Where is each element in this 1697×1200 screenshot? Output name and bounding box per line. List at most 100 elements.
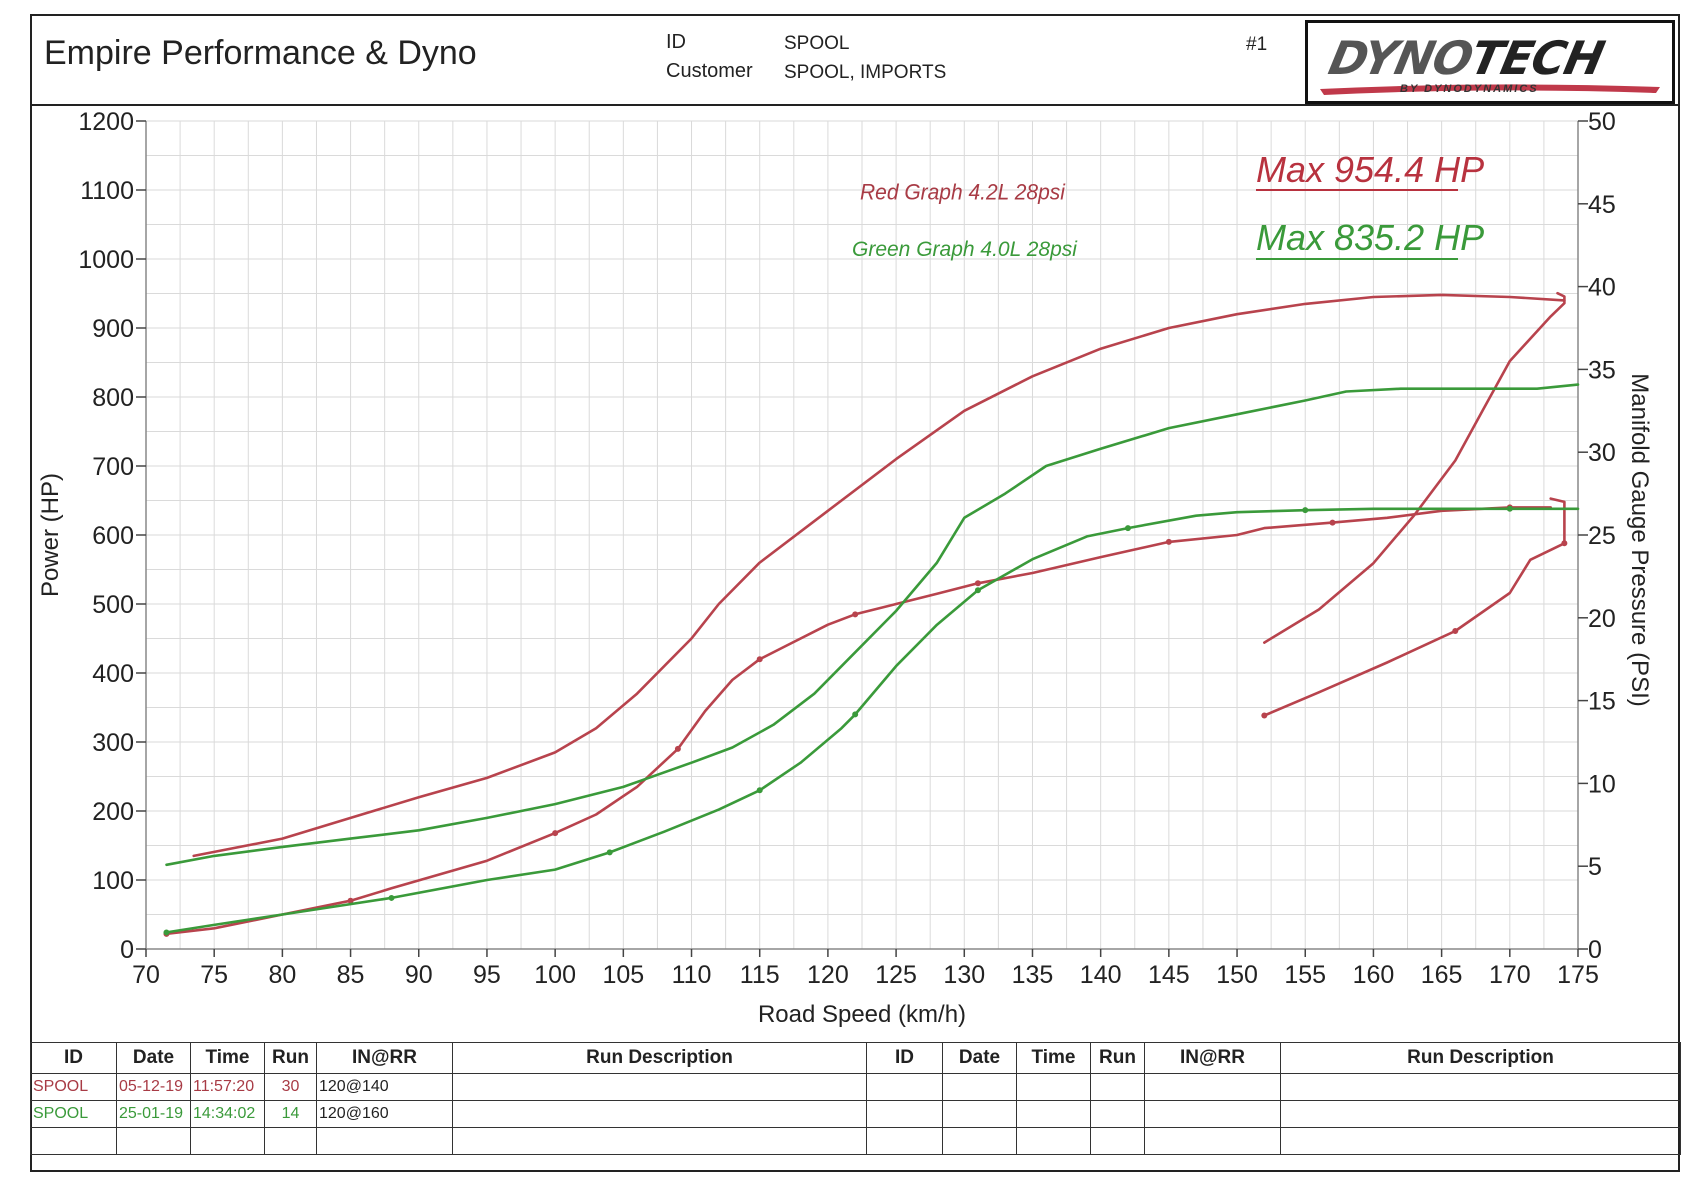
- customer-value: SPOOL, IMPORTS: [784, 62, 947, 83]
- y-tick-label: 600: [92, 522, 134, 550]
- series-point-red-torque: [1329, 519, 1336, 526]
- col-id-2: ID: [866, 1042, 943, 1074]
- series-point-green-torque: [606, 849, 613, 856]
- x-tick-label: 165: [1421, 961, 1463, 989]
- series-point-red-boost: [1452, 628, 1459, 635]
- col-time-2: Time: [1016, 1042, 1091, 1074]
- row-run: 14: [264, 1100, 317, 1128]
- table-row: SPOOL 05-12-19 11:57:20 30 120@140: [30, 1073, 1681, 1101]
- x-tick-label: 145: [1148, 961, 1190, 989]
- x-tick-label: 115: [740, 961, 780, 989]
- x-tick-label: 100: [534, 961, 576, 989]
- series-point-red-torque: [974, 580, 981, 587]
- x-tick-label: 135: [1012, 961, 1054, 989]
- series-point-red-torque: [852, 611, 859, 618]
- dynotech-logo: DYNOTECH BY DYNODYNAMICS: [1305, 20, 1675, 104]
- y-tick-label: 400: [92, 660, 134, 688]
- series-line-red-power: [192, 293, 1566, 858]
- y2-tick-label: 35: [1588, 356, 1616, 384]
- dyno-chart: 0100200300400500600700800900100011001200…: [37, 108, 1653, 1028]
- y2-tick-label: 5: [1588, 853, 1602, 881]
- col-time: Time: [190, 1042, 265, 1074]
- y-tick-label: 300: [92, 729, 134, 757]
- col-date: Date: [116, 1042, 191, 1074]
- x-tick-label: 175: [1557, 961, 1599, 989]
- logo-subtitle: BY DYNODYNAMICS: [1400, 83, 1539, 95]
- row-description: [452, 1100, 867, 1128]
- y2-tick-label: 0: [1588, 936, 1602, 964]
- col-run: Run: [264, 1042, 317, 1074]
- id-value: SPOOL: [784, 33, 850, 54]
- y-tick-label: 800: [92, 384, 134, 412]
- table-row: [30, 1127, 1681, 1155]
- y2-axis-label: Manifold Gauge Pressure (PSI): [1626, 373, 1653, 706]
- row-inrr: 120@160: [316, 1100, 453, 1128]
- logo-swoosh-icon: [1320, 84, 1660, 95]
- x-tick-label: 150: [1216, 961, 1258, 989]
- y-tick-label: 500: [92, 591, 134, 619]
- col-run-description-2: Run Description: [1280, 1042, 1681, 1074]
- series-line-red-boost: [1263, 497, 1566, 717]
- series-point-red-boost: [1561, 540, 1568, 547]
- series-point-red-boost: [1261, 712, 1268, 719]
- x-tick-label: 105: [602, 961, 644, 989]
- x-tick-label: 85: [337, 961, 365, 989]
- row-id: SPOOL: [30, 1073, 117, 1101]
- y2-tick-label: 40: [1588, 274, 1616, 302]
- series-line-red-boost-2: [1263, 291, 1566, 644]
- x-tick-label: 75: [200, 961, 228, 989]
- series-point-red-torque: [674, 745, 681, 752]
- x-tick-label: 140: [1080, 961, 1122, 989]
- col-inrr-2: IN@RR: [1144, 1042, 1281, 1074]
- col-run-description: Run Description: [452, 1042, 867, 1074]
- row-description: [452, 1073, 867, 1101]
- col-inrr: IN@RR: [316, 1042, 453, 1074]
- y-tick-label: 1200: [78, 108, 134, 136]
- y-tick-label: 0: [120, 936, 134, 964]
- y-tick-label: 1000: [78, 246, 134, 274]
- series-point-green-torque: [388, 894, 395, 901]
- x-tick-label: 110: [672, 961, 712, 989]
- axes: 0100200300400500600700800900100011001200…: [78, 108, 1615, 989]
- y2-tick-label: 50: [1588, 108, 1616, 136]
- row-time: 14:34:02: [190, 1100, 265, 1128]
- series-point-red-torque: [1165, 538, 1172, 545]
- row-run: 30: [264, 1073, 317, 1101]
- y-tick-label: 200: [92, 798, 134, 826]
- run-table: ID Date Time Run IN@RR Run Description I…: [30, 1042, 1681, 1155]
- series-point-red-torque: [347, 897, 354, 904]
- y-axis-label: Power (HP): [37, 473, 64, 597]
- row-time: 11:57:20: [190, 1073, 265, 1101]
- x-tick-label: 80: [268, 961, 296, 989]
- y-tick-label: 100: [92, 867, 134, 895]
- series-line-red-torque: [165, 506, 1552, 936]
- y2-tick-label: 45: [1588, 191, 1616, 219]
- y2-tick-label: 10: [1588, 770, 1616, 798]
- series-point-green-torque: [756, 787, 763, 794]
- row-date: 25-01-19: [116, 1100, 191, 1128]
- series-point-green-torque: [974, 587, 981, 594]
- y2-tick-label: 30: [1588, 439, 1616, 467]
- y2-tick-label: 20: [1588, 605, 1616, 633]
- x-tick-label: 125: [875, 961, 917, 989]
- col-id: ID: [30, 1042, 117, 1074]
- y-tick-label: 900: [92, 315, 134, 343]
- series-line-green-power: [165, 383, 1580, 867]
- annotation-red-graph: Red Graph 4.2L 28psi: [860, 180, 1066, 205]
- series-point-green-torque: [1506, 505, 1513, 512]
- series: [163, 291, 1580, 937]
- x-axis-label: Road Speed (km/h): [758, 1001, 966, 1028]
- row-id: SPOOL: [30, 1100, 117, 1128]
- customer-label: Customer: [666, 60, 753, 82]
- series-point-green-torque: [852, 711, 859, 718]
- x-tick-label: 160: [1353, 961, 1395, 989]
- table-header-row: ID Date Time Run IN@RR Run Description I…: [30, 1042, 1681, 1074]
- x-tick-label: 90: [405, 961, 433, 989]
- row-inrr: 120@140: [316, 1073, 453, 1101]
- company-name: Empire Performance & Dyno: [44, 34, 477, 72]
- row-date: 05-12-19: [116, 1073, 191, 1101]
- annotation-green-max: Max 835.2 HP: [1256, 217, 1484, 258]
- id-label: ID: [666, 31, 686, 53]
- series-point-green-torque: [1124, 525, 1131, 532]
- series-point-green-torque: [1302, 507, 1309, 514]
